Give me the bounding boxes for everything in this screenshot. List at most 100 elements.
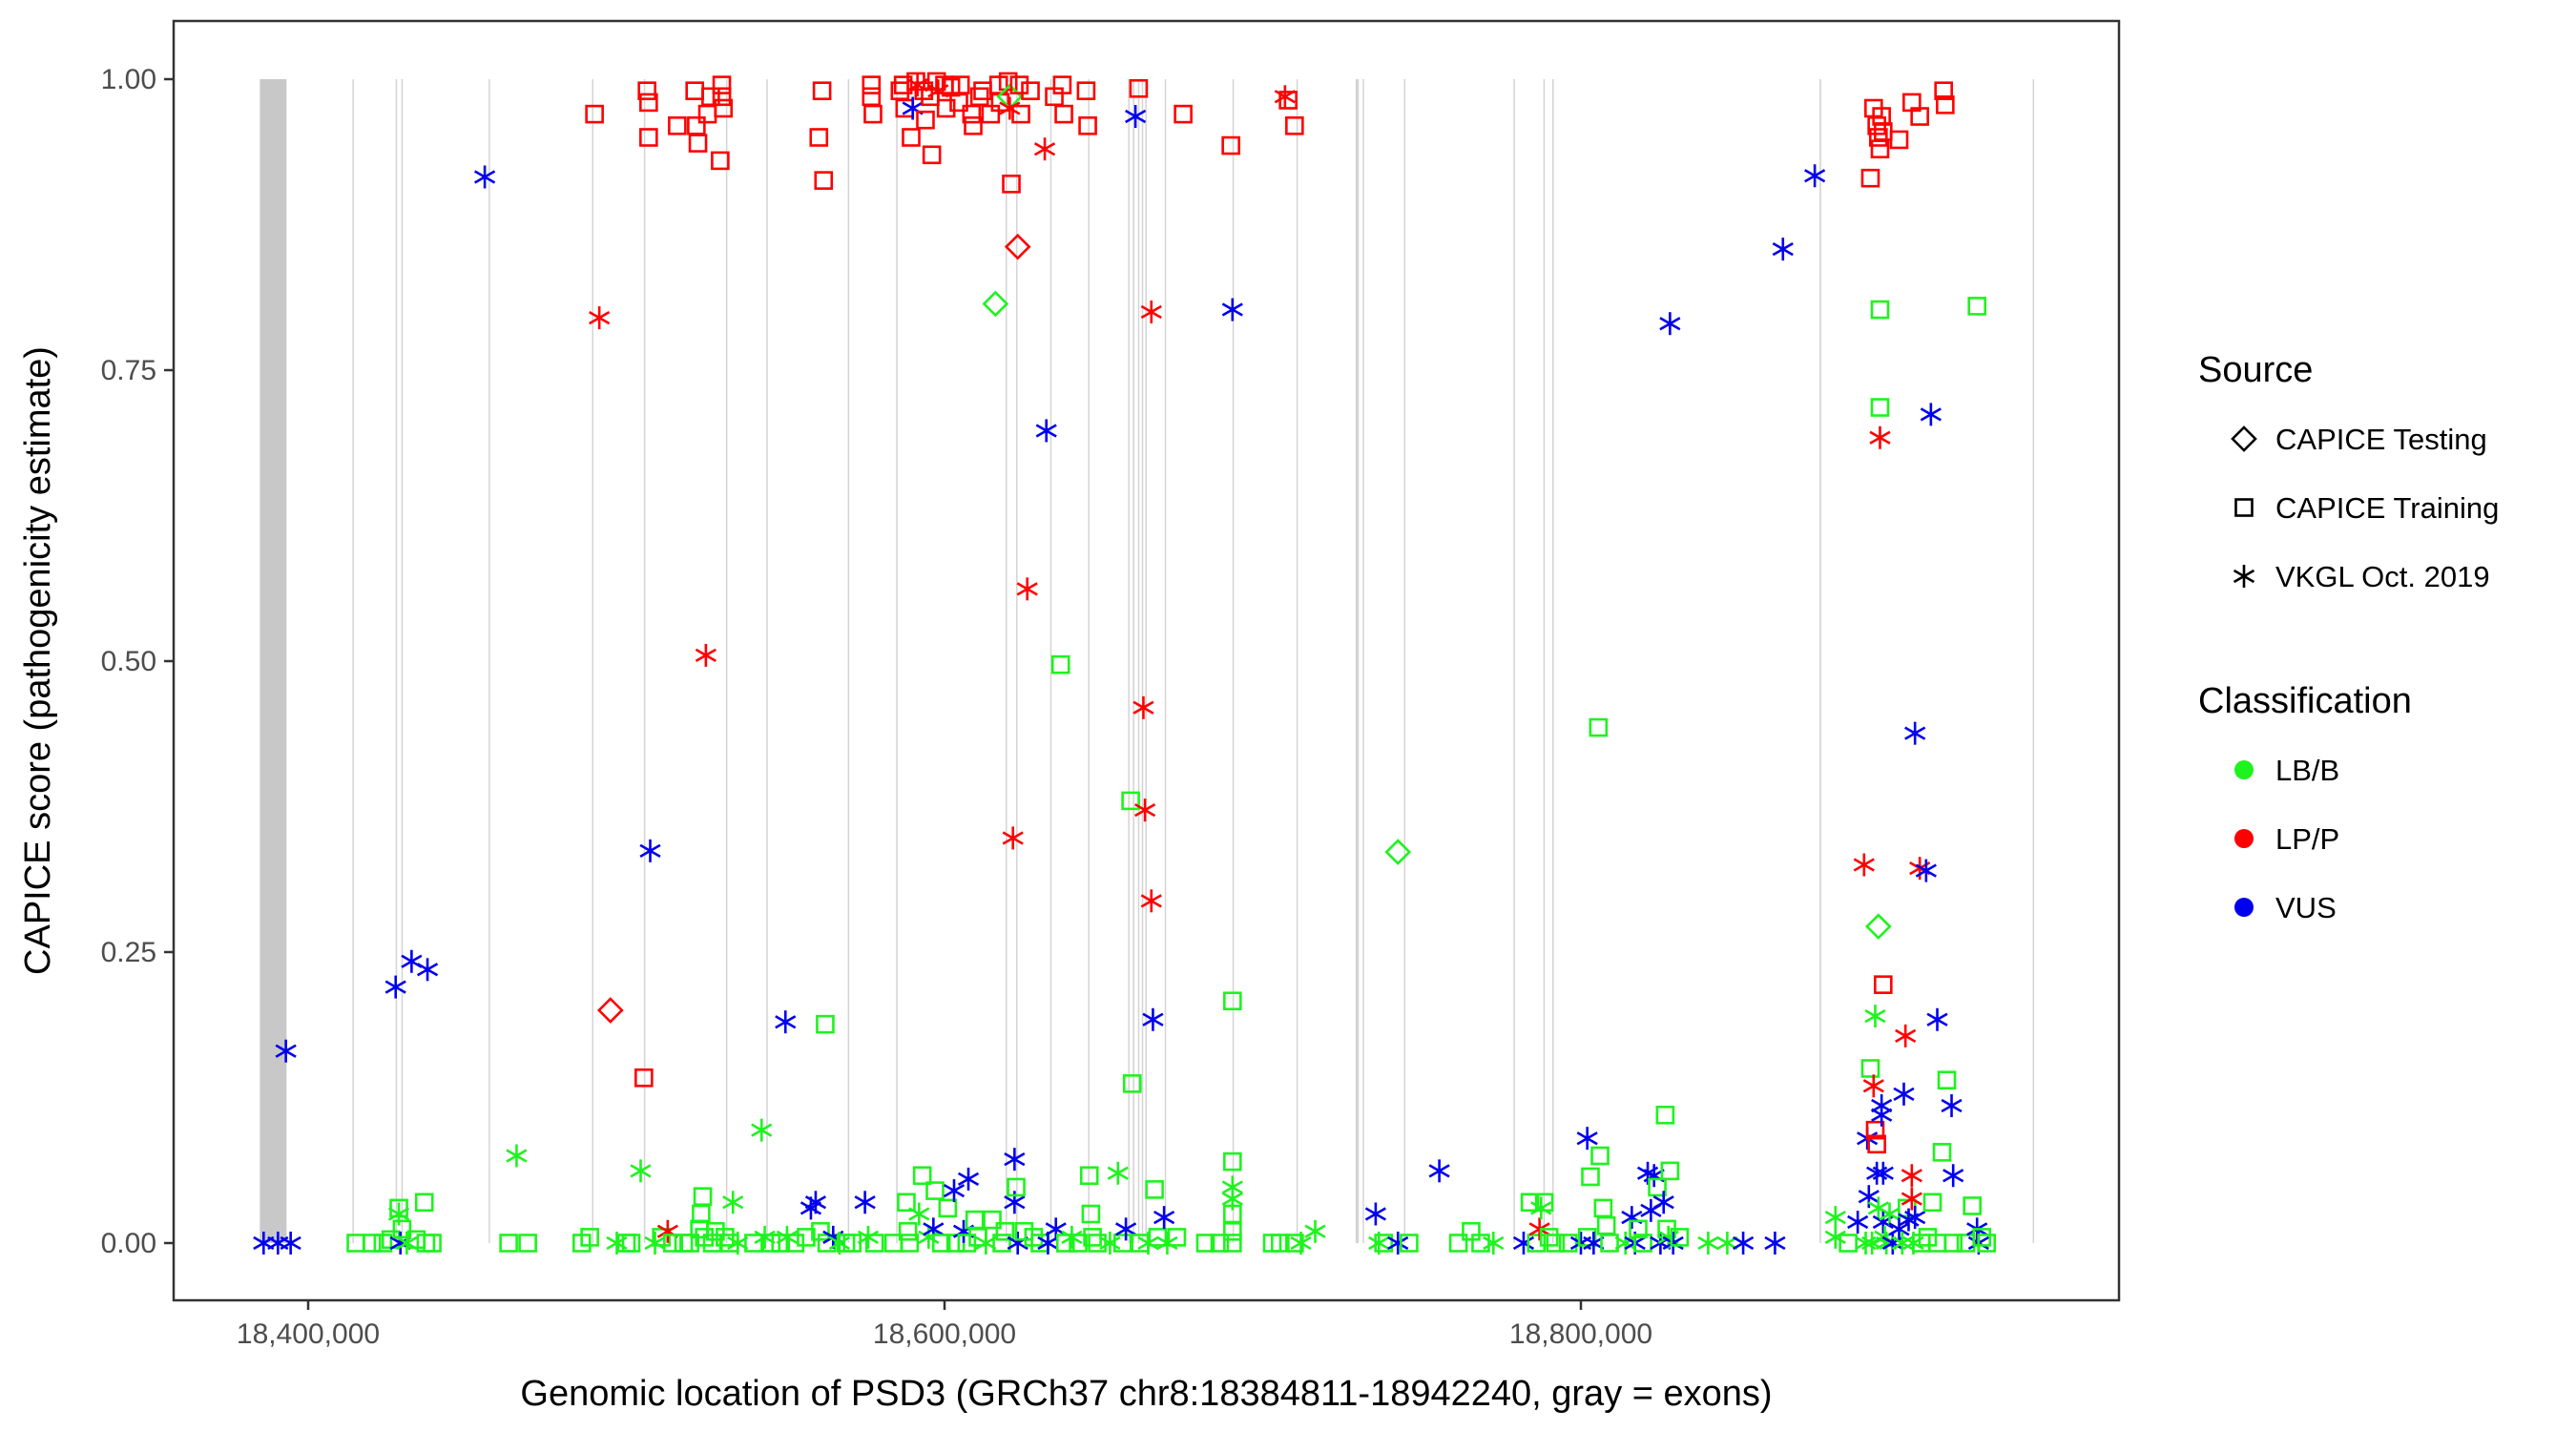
- data-point-training: [1400, 1234, 1419, 1253]
- data-point-training: [716, 1228, 735, 1247]
- exon-band: [1141, 79, 1144, 1243]
- data-point-training: [809, 128, 829, 147]
- data-point-vkgl: [804, 1191, 827, 1214]
- data-point-vkgl: [1869, 425, 1891, 449]
- data-point-vkgl: [506, 1144, 528, 1168]
- data-point-training: [1223, 1222, 1242, 1241]
- data-point-training: [637, 81, 656, 100]
- legend-item: LB/B: [2234, 754, 2339, 787]
- data-point-training: [1471, 1234, 1490, 1253]
- data-point-vkgl: [1576, 1127, 1598, 1151]
- legend-title: Classification: [2198, 681, 2412, 721]
- data-point-vkgl: [1847, 1211, 1869, 1234]
- data-point-vkgl: [1428, 1159, 1450, 1183]
- data-point-vkgl: [1483, 1232, 1505, 1255]
- data-point-vkgl: [1659, 312, 1681, 336]
- data-point-training: [1629, 1219, 1648, 1239]
- exon-band: [488, 79, 490, 1243]
- data-point-training: [916, 110, 935, 130]
- data-point-training: [922, 145, 942, 165]
- legend-item: VUS: [2234, 891, 2337, 924]
- legend-label: CAPICE Testing: [2275, 423, 2487, 456]
- data-point-training: [1937, 1070, 1957, 1089]
- data-point-vkgl: [722, 1191, 744, 1214]
- data-point-vkgl: [1901, 1164, 1922, 1188]
- data-point-training: [1670, 1228, 1690, 1247]
- data-point-training: [1052, 75, 1072, 94]
- data-point-training: [1889, 130, 1909, 150]
- data-point-testing: [1384, 839, 1412, 865]
- data-points: [253, 72, 1997, 1255]
- exon-band: [1403, 79, 1406, 1243]
- data-point-training: [423, 1234, 442, 1253]
- exon-band: [1355, 79, 1360, 1243]
- data-point-training: [902, 128, 921, 147]
- exon-band: [2032, 79, 2035, 1243]
- data-point-training: [1011, 104, 1030, 124]
- data-point-training: [692, 1204, 711, 1224]
- data-point-vkgl: [1904, 1206, 1926, 1230]
- x-axis: 18,400,000 18,600,000 18,800,000: [237, 1300, 1652, 1350]
- exon-bands: [260, 79, 2035, 1243]
- data-point-vkgl: [1004, 1148, 1026, 1172]
- data-point-training: [668, 116, 687, 135]
- data-point-training: [1865, 1120, 1885, 1140]
- data-point-vkgl: [1824, 1225, 1846, 1249]
- data-point-training: [1936, 95, 1955, 114]
- data-point-training: [1078, 116, 1097, 135]
- exon-band: [1362, 79, 1364, 1243]
- legend-item: CAPICE Training: [2234, 491, 2499, 525]
- data-point-training: [1223, 1234, 1242, 1253]
- legend-label: VUS: [2275, 891, 2337, 924]
- exon-band: [1137, 79, 1140, 1243]
- data-point-training: [812, 81, 832, 100]
- data-point-vkgl: [1652, 1191, 1674, 1214]
- data-point-vkgl: [1716, 1232, 1738, 1255]
- data-point-training: [1967, 297, 1987, 316]
- data-point-vkgl: [1061, 1225, 1083, 1249]
- data-point-vkgl: [1858, 1185, 1880, 1209]
- data-point-vkgl: [1530, 1196, 1552, 1220]
- data-point-training: [931, 1234, 951, 1253]
- data-point-training: [1145, 1180, 1164, 1199]
- x-tick-label: 18,800,000: [1509, 1318, 1652, 1350]
- data-point-vkgl: [1153, 1206, 1175, 1230]
- data-point-training: [663, 1234, 682, 1253]
- data-point-training: [1870, 300, 1890, 320]
- data-point-training: [1860, 168, 1880, 188]
- data-point-training: [1867, 1134, 1886, 1154]
- data-point-vkgl: [1926, 1007, 1948, 1031]
- exon-band: [395, 79, 398, 1243]
- data-point-vkgl: [1853, 853, 1875, 877]
- data-point-vkgl: [1804, 164, 1826, 188]
- data-point-training: [1934, 81, 1953, 100]
- data-point-vkgl: [630, 1159, 652, 1183]
- data-point-training: [1002, 175, 1021, 194]
- data-point-training: [912, 1166, 932, 1186]
- y-axis-title: CAPICE score (pathogenicity estimate): [18, 346, 58, 975]
- data-point-training: [1129, 78, 1149, 98]
- exon-band: [592, 79, 593, 1243]
- legend-label: CAPICE Training: [2275, 491, 2499, 525]
- data-point-vkgl: [1364, 1202, 1386, 1226]
- exon-band: [1819, 79, 1821, 1243]
- data-point-training: [688, 134, 708, 153]
- data-point-testing: [596, 997, 624, 1024]
- data-point-training: [995, 1222, 1015, 1241]
- data-point-vkgl: [1697, 1232, 1719, 1255]
- data-point-training: [1922, 1192, 1942, 1213]
- data-point-training: [702, 1234, 722, 1253]
- data-point-training: [1210, 1234, 1230, 1253]
- data-point-training: [687, 116, 706, 135]
- data-point-training: [414, 1192, 434, 1213]
- data-point-vkgl: [1871, 1103, 1893, 1127]
- data-point-training: [897, 1192, 916, 1213]
- data-point-training: [1088, 1234, 1107, 1253]
- y-tick-label: 0.00: [101, 1228, 156, 1259]
- data-point-training: [816, 1014, 835, 1034]
- exon-band: [1543, 79, 1546, 1243]
- data-point-training: [1221, 135, 1240, 156]
- data-point-vkgl: [1941, 1094, 1963, 1118]
- data-point-training: [1977, 1234, 1997, 1253]
